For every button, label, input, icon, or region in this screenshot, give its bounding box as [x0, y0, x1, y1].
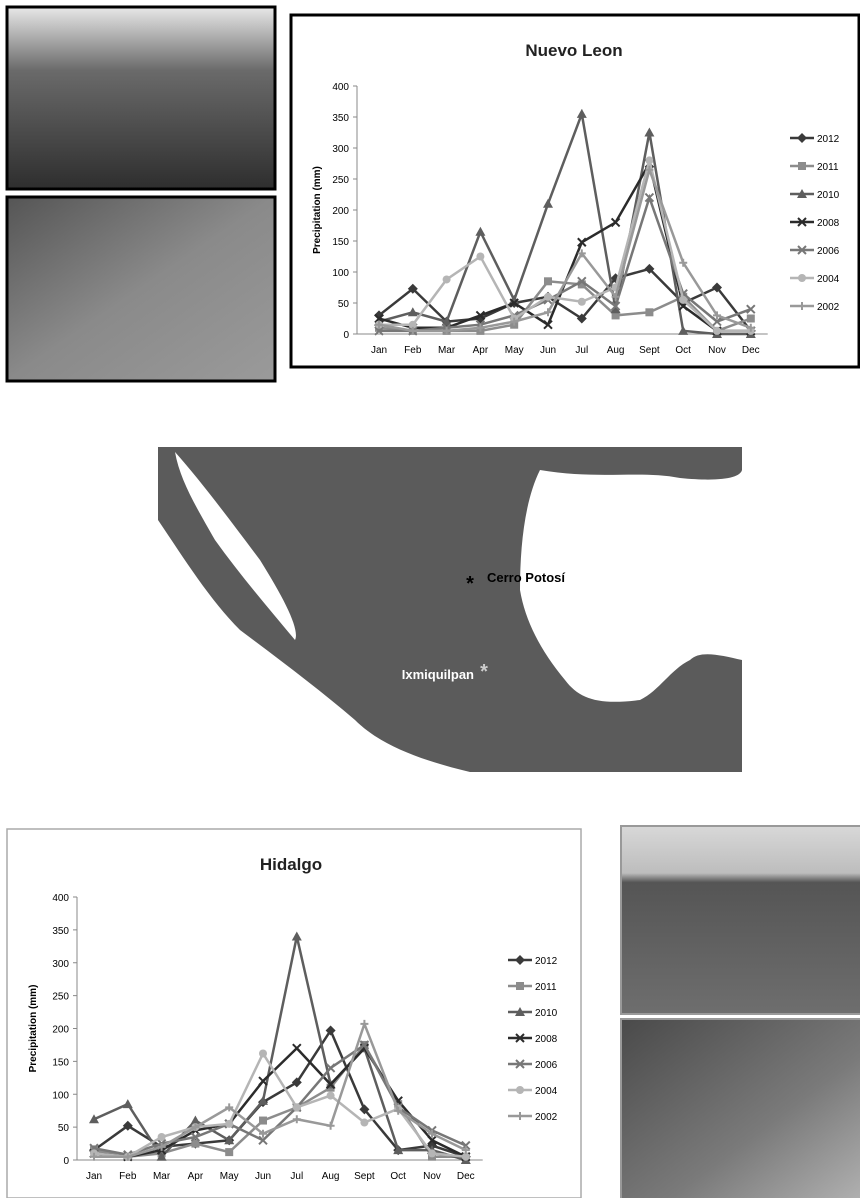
marker: [476, 253, 484, 261]
marker: [293, 1103, 301, 1111]
site-marker: *: [480, 661, 488, 683]
marker: [158, 1133, 166, 1141]
marker: [798, 162, 806, 170]
page: {"chart_data":[ {"type":"line","title":"…: [0, 0, 860, 1198]
legend-label: 2004: [535, 1086, 558, 1097]
map-label: Cerro Potosí: [487, 570, 565, 585]
marker: [443, 275, 451, 283]
map: * * Cerro Potosí Ixmiquilpan: [158, 447, 742, 772]
y-tick-label: 250: [52, 992, 69, 1003]
marker: [360, 1119, 368, 1127]
x-tick-label: Jun: [540, 345, 556, 356]
legend-label: 2010: [535, 1008, 558, 1019]
x-tick-label: Dec: [457, 1171, 475, 1182]
x-tick-label: Jun: [255, 1171, 271, 1182]
marker: [428, 1149, 436, 1157]
y-tick-label: 200: [332, 206, 349, 217]
marker: [544, 293, 552, 301]
marker: [225, 1120, 233, 1128]
chart-frame: [7, 829, 581, 1198]
y-tick-label: 400: [332, 82, 349, 93]
legend-label: 2010: [817, 190, 840, 201]
photo: [621, 1019, 860, 1198]
legend-label: 2006: [535, 1060, 558, 1071]
y-tick-label: 250: [332, 175, 349, 186]
marker: [225, 1148, 233, 1156]
chart-title: Hidalgo: [260, 855, 322, 874]
y-tick-label: 350: [332, 113, 349, 124]
marker: [798, 274, 806, 282]
x-tick-label: Nov: [708, 345, 726, 356]
x-tick-label: Feb: [119, 1171, 137, 1182]
legend-label: 2004: [817, 274, 840, 285]
marker: [747, 315, 755, 323]
map-label: Ixmiquilpan: [402, 667, 474, 682]
y-tick-label: 400: [52, 893, 69, 904]
y-tick-label: 100: [332, 268, 349, 279]
legend-label: 2006: [817, 246, 840, 257]
marker: [713, 327, 721, 335]
x-tick-label: May: [505, 345, 524, 356]
marker: [645, 156, 653, 164]
photo: [7, 7, 275, 189]
x-tick-label: Aug: [322, 1171, 340, 1182]
y-tick-label: 100: [52, 1090, 69, 1101]
legend-label: 2008: [817, 218, 840, 229]
x-tick-label: Apr: [473, 345, 489, 356]
y-axis-label: Precipitation (mm): [312, 166, 323, 254]
figure: * * Cerro Potosí Ixmiquilpan Nuevo Leon P…: [0, 0, 860, 1198]
marker: [259, 1117, 267, 1125]
y-tick-label: 150: [52, 1057, 69, 1068]
x-tick-label: Dec: [742, 345, 760, 356]
x-tick-label: Oct: [675, 345, 691, 356]
x-tick-label: Aug: [607, 345, 625, 356]
x-tick-label: May: [220, 1171, 239, 1182]
x-tick-label: Mar: [153, 1171, 171, 1182]
x-tick-label: Jan: [371, 345, 387, 356]
photo: [7, 197, 275, 381]
x-tick-label: Mar: [438, 345, 456, 356]
marker: [259, 1049, 267, 1057]
marker: [516, 1086, 524, 1094]
x-tick-label: Sept: [639, 345, 660, 356]
site-marker: *: [466, 573, 474, 595]
legend-label: 2002: [535, 1112, 558, 1123]
y-axis-label: Precipitation (mm): [28, 985, 39, 1073]
y-tick-label: 50: [58, 1123, 70, 1134]
legend-label: 2012: [535, 956, 558, 967]
y-tick-label: 300: [52, 959, 69, 970]
marker: [544, 277, 552, 285]
marker: [516, 982, 524, 990]
x-tick-label: Apr: [188, 1171, 204, 1182]
legend-label: 2011: [535, 982, 557, 993]
legend-label: 2008: [535, 1034, 558, 1045]
photo: [621, 826, 860, 1014]
legend-label: 2011: [817, 162, 839, 173]
legend-label: 2012: [817, 134, 840, 145]
x-tick-label: Oct: [390, 1171, 406, 1182]
x-tick-label: Nov: [423, 1171, 441, 1182]
x-tick-label: Sept: [354, 1171, 375, 1182]
chart-title: Nuevo Leon: [525, 41, 622, 60]
marker: [327, 1092, 335, 1100]
y-tick-label: 50: [338, 299, 350, 310]
legend-label: 2002: [817, 302, 840, 313]
marker: [578, 298, 586, 306]
x-tick-label: Jul: [575, 345, 588, 356]
x-tick-label: Jan: [86, 1171, 102, 1182]
y-tick-label: 150: [332, 237, 349, 248]
y-tick-label: 350: [52, 926, 69, 937]
x-tick-label: Jul: [290, 1171, 303, 1182]
y-tick-label: 0: [63, 1156, 69, 1167]
y-tick-label: 0: [343, 330, 349, 341]
y-tick-label: 200: [52, 1025, 69, 1036]
marker: [679, 296, 687, 304]
x-tick-label: Feb: [404, 345, 422, 356]
marker: [645, 308, 653, 316]
y-tick-label: 300: [332, 144, 349, 155]
